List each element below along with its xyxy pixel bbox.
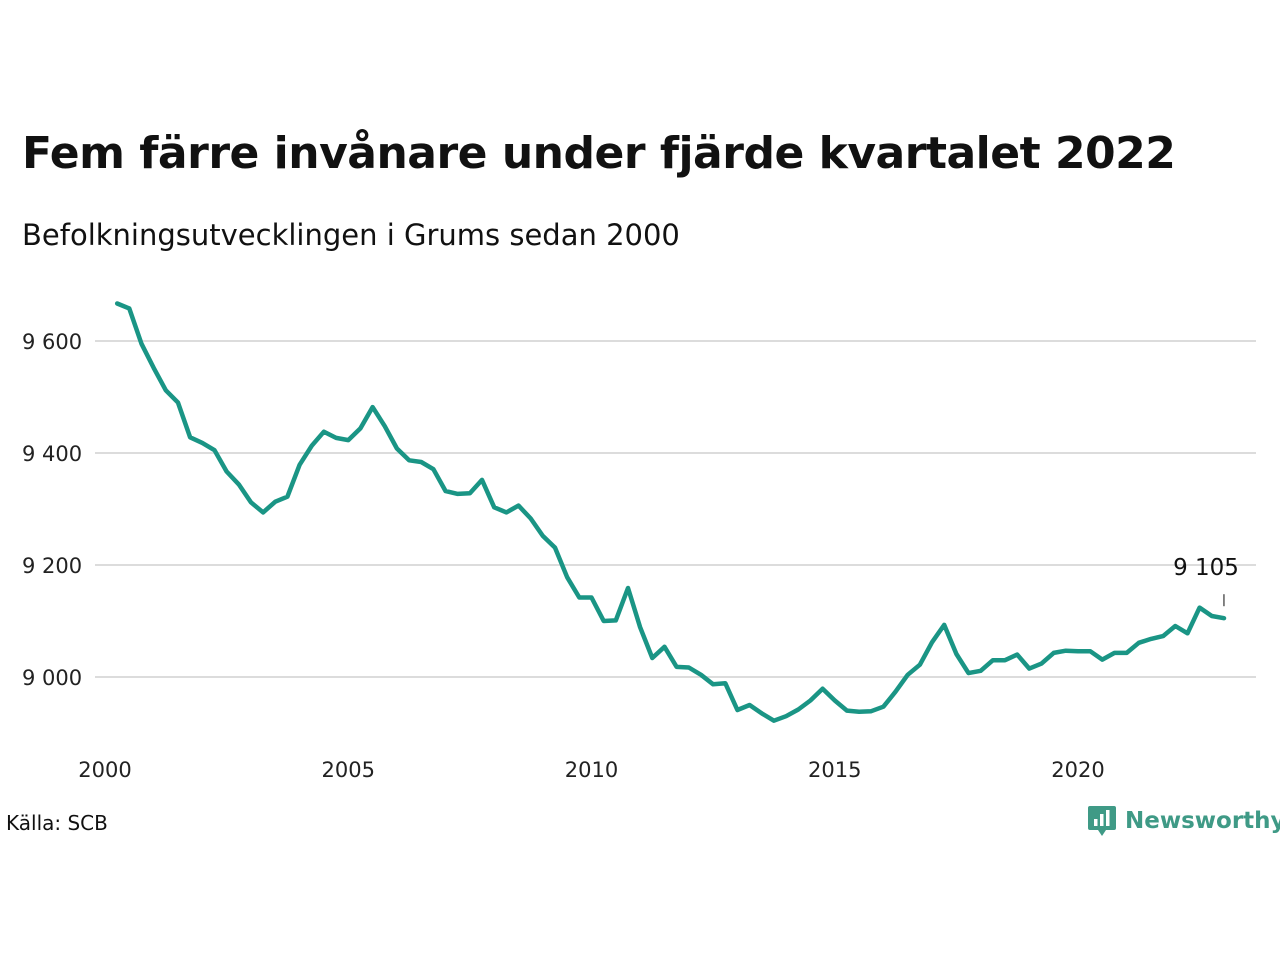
chart-subtitle: Befolkningsutvecklingen i Grums sedan 20… — [22, 218, 680, 252]
source-note: Källa: SCB — [6, 811, 108, 835]
x-tick-label: 2020 — [1051, 758, 1104, 782]
y-tick-label: 9 200 — [22, 554, 82, 578]
x-tick-label: 2015 — [808, 758, 861, 782]
series-layer — [114, 301, 1227, 723]
brand-name: Newsworthy — [1125, 808, 1280, 834]
bar-chart-icon — [1088, 806, 1116, 836]
end-value-label: 9 105 — [1173, 555, 1239, 581]
brand-logo: Newsworthy — [1087, 804, 1280, 838]
chart-title: Fem färre invånare under fjärde kvartale… — [22, 128, 1176, 179]
x-tick-label: 2005 — [322, 758, 375, 782]
grid-lines — [95, 340, 1256, 678]
y-tick-label: 9 400 — [22, 442, 82, 466]
x-axis-ticks: 2000 2005 2010 2015 2020 — [78, 758, 1104, 782]
series-line — [114, 301, 1227, 723]
y-tick-label: 9 000 — [22, 666, 82, 690]
x-tick-label: 2010 — [565, 758, 618, 782]
y-axis-ticks: 9 000 9 200 9 400 9 600 — [22, 330, 82, 690]
annotation-layer: 9 105 — [1173, 555, 1239, 607]
y-tick-label: 9 600 — [22, 330, 82, 354]
x-tick-label: 2000 — [78, 758, 131, 782]
